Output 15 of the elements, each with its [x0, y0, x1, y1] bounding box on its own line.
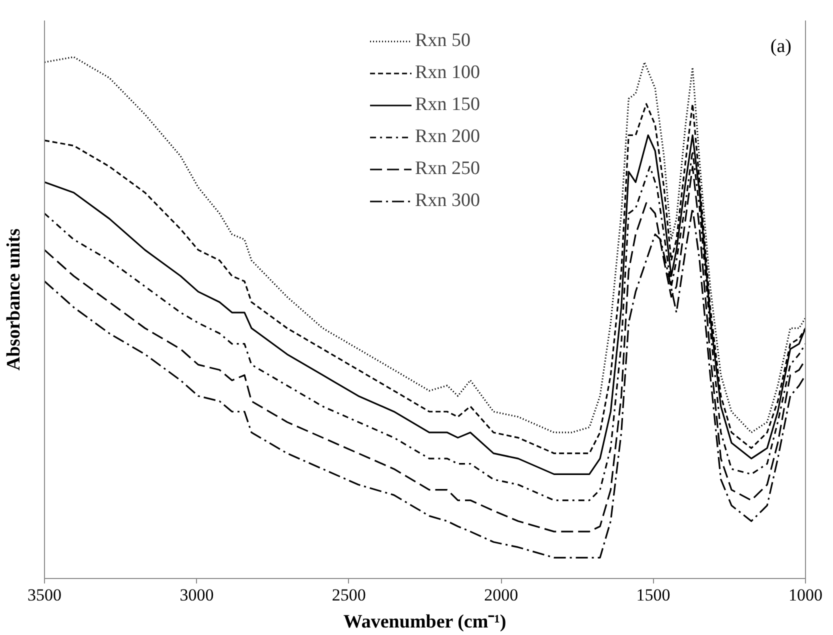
x-tick-label: 1500 [636, 586, 670, 604]
legend-label: Rxn 200 [415, 126, 480, 148]
x-tick-label: 2000 [484, 586, 518, 604]
x-tick-label: 2500 [332, 586, 366, 604]
x-tick-label: 3500 [28, 586, 62, 604]
annotation: (a) [770, 36, 792, 58]
y-axis-title: Absorbance units [4, 228, 24, 370]
legend-label: Rxn 250 [415, 158, 480, 180]
legend-label: Rxn 100 [415, 62, 480, 84]
legend-label: Rxn 150 [415, 94, 480, 116]
x-tick-label: 1000 [788, 586, 822, 604]
legend-label: Rxn 50 [415, 30, 470, 52]
x-tick-label: 3000 [180, 586, 214, 604]
x-axis-title: Wavenumber (cm⁻¹) [343, 612, 506, 632]
legend-label: Rxn 300 [415, 190, 480, 212]
